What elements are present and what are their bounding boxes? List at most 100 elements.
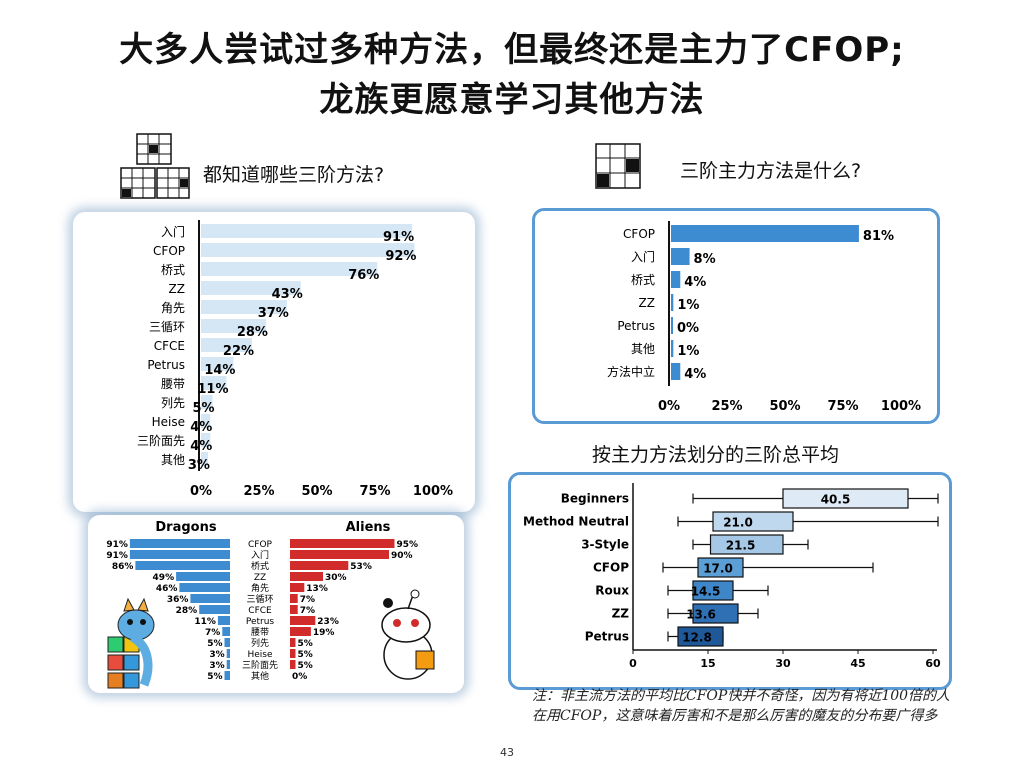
- bar: [201, 319, 266, 333]
- bar: [671, 225, 859, 242]
- aliens-value: 30%: [325, 573, 347, 583]
- cube-sticker: [123, 654, 140, 671]
- category-label: Petrus: [585, 630, 629, 644]
- alien-head: [381, 607, 431, 643]
- main-method-chart: CFOP 81% 入门 8% 桥式 4% ZZ 1% Petrus 0% 其他 1% 方法中立 4% 0% 2…: [607, 221, 921, 414]
- average-by-method-panel: Beginners 40.5 Method Neutral 21.0 3-Style 21…: [508, 472, 952, 690]
- tick-label: 60: [925, 657, 941, 670]
- bar: [201, 452, 208, 466]
- value-label: 81%: [863, 229, 894, 244]
- alien-ear: [383, 598, 393, 608]
- tick-label: 45: [850, 657, 865, 670]
- value-label: 28%: [237, 325, 268, 340]
- value-label: 8%: [694, 252, 716, 267]
- dragons-value: 5%: [207, 639, 222, 649]
- bar: [671, 340, 674, 357]
- category-label: CFOP: [248, 540, 273, 550]
- chart2-title: 三阶主力方法是什么?: [680, 160, 862, 182]
- dragons-bar: [179, 583, 230, 592]
- category-label: Petrus: [147, 358, 185, 372]
- dragons-value: 5%: [207, 672, 222, 682]
- aliens-value: 7%: [300, 606, 315, 616]
- value-label: 11%: [197, 382, 228, 397]
- category-label: Petrus: [246, 617, 275, 627]
- cube-sticker: [107, 672, 124, 689]
- bar: [201, 262, 378, 276]
- category-label: 腰带: [161, 377, 185, 391]
- category-label: Petrus: [617, 319, 655, 333]
- tick-label: 0%: [658, 399, 680, 414]
- aliens-bar: [290, 572, 323, 581]
- category-label: 方法中立: [607, 364, 655, 379]
- median-label: 21.5: [726, 539, 756, 553]
- tick-label: 0%: [190, 484, 212, 499]
- alien-eye: [411, 619, 419, 627]
- value-label: 5%: [193, 401, 215, 416]
- bar: [201, 243, 415, 257]
- value-label: 0%: [677, 321, 699, 336]
- value-label: 4%: [190, 420, 212, 435]
- aliens-bar: [290, 561, 349, 570]
- bar: [201, 224, 413, 238]
- dragons-bar: [199, 605, 230, 614]
- reddit-alien-mascot-icon: [381, 589, 435, 680]
- category-label: ZZ: [169, 282, 185, 296]
- value-label: 3%: [188, 458, 210, 473]
- aliens-value: 19%: [313, 628, 335, 638]
- category-label: Roux: [595, 584, 629, 598]
- category-label: CFCE: [154, 339, 185, 353]
- value-label: 4%: [190, 439, 212, 454]
- category-label: 桥式: [251, 560, 269, 572]
- bar: [201, 281, 301, 295]
- aliens-bar: [290, 594, 298, 603]
- bar: [201, 395, 213, 409]
- main-method-panel: CFOP 81% 入门 8% 桥式 4% ZZ 1% Petrus 0% 其他 1% 方法中立 4% 0% 2…: [532, 208, 940, 424]
- dragons-bar: [190, 594, 230, 603]
- dragons-bar: [217, 616, 230, 625]
- tick-label: 15: [700, 657, 715, 670]
- bar: [671, 248, 690, 265]
- category-label: 角先: [251, 582, 269, 594]
- value-label: 76%: [348, 268, 379, 283]
- dragons-value: 3%: [209, 661, 224, 671]
- bar: [671, 363, 681, 380]
- category-label: 其他: [251, 670, 269, 682]
- category-label: CFOP: [623, 227, 655, 241]
- dragon-horn: [137, 597, 149, 612]
- category-label: Heise: [152, 415, 185, 429]
- dragons-value: 86%: [112, 562, 134, 572]
- median-label: 12.8: [682, 631, 712, 645]
- category-label: Beginners: [561, 492, 629, 506]
- dragons-bar: [224, 671, 230, 680]
- median-label: 40.5: [821, 493, 851, 507]
- dragons-value: 36%: [167, 595, 189, 605]
- dragon-mascot-icon: [107, 597, 155, 689]
- chart1-title: 都知道哪些三阶方法?: [203, 164, 385, 186]
- alien-antenna-tip: [410, 589, 420, 599]
- aliens-bar: [290, 616, 316, 625]
- bar: [201, 433, 211, 447]
- dragon-horn: [123, 597, 135, 612]
- category-label: 列先: [161, 396, 185, 410]
- bar: [201, 300, 287, 314]
- category-label: 桥式: [161, 263, 185, 277]
- aliens-bar: [290, 583, 305, 592]
- tick-label: 50%: [769, 399, 800, 414]
- aliens-value: 5%: [298, 639, 313, 649]
- cube-sticker: [123, 672, 140, 689]
- box: [782, 488, 909, 509]
- aliens-bar: [290, 638, 296, 647]
- series-name-dragons: Dragons: [155, 520, 216, 535]
- category-label: Heise: [247, 650, 272, 660]
- category-label: ZZ: [639, 296, 655, 310]
- dragons-bar: [224, 638, 230, 647]
- category-label: 三阶面先: [137, 434, 185, 448]
- tick-label: 25%: [711, 399, 742, 414]
- aliens-value: 53%: [350, 562, 372, 572]
- value-label: 37%: [258, 306, 289, 321]
- aliens-value: 95%: [397, 540, 419, 550]
- aliens-bar: [290, 539, 395, 548]
- cube-sticker: [107, 654, 124, 671]
- footnote: 注：非主流方法的平均比CFOP快并不奇怪，因为有将近100倍的人在用CFOP，这…: [532, 688, 951, 724]
- dragon-body: [129, 632, 153, 687]
